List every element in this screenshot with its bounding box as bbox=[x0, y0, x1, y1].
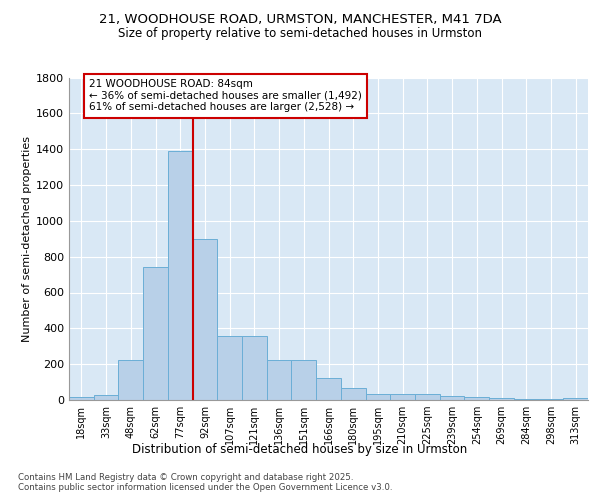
Text: Distribution of semi-detached houses by size in Urmston: Distribution of semi-detached houses by … bbox=[133, 442, 467, 456]
Bar bbox=[390, 394, 415, 400]
Bar bbox=[118, 360, 143, 400]
Bar bbox=[217, 336, 242, 400]
Bar bbox=[514, 399, 539, 400]
Bar bbox=[563, 398, 588, 400]
Bar bbox=[365, 394, 390, 400]
Bar bbox=[316, 378, 341, 400]
Bar bbox=[267, 360, 292, 400]
Bar bbox=[193, 239, 217, 400]
Bar bbox=[168, 151, 193, 400]
Text: 21 WOODHOUSE ROAD: 84sqm
← 36% of semi-detached houses are smaller (1,492)
61% o: 21 WOODHOUSE ROAD: 84sqm ← 36% of semi-d… bbox=[89, 80, 362, 112]
Y-axis label: Number of semi-detached properties: Number of semi-detached properties bbox=[22, 136, 32, 342]
Bar bbox=[440, 396, 464, 400]
Bar bbox=[69, 398, 94, 400]
Bar bbox=[242, 336, 267, 400]
Bar bbox=[143, 268, 168, 400]
Bar bbox=[415, 394, 440, 400]
Bar bbox=[464, 398, 489, 400]
Text: 21, WOODHOUSE ROAD, URMSTON, MANCHESTER, M41 7DA: 21, WOODHOUSE ROAD, URMSTON, MANCHESTER,… bbox=[98, 12, 502, 26]
Bar bbox=[539, 399, 563, 400]
Text: Contains HM Land Registry data © Crown copyright and database right 2025.: Contains HM Land Registry data © Crown c… bbox=[18, 472, 353, 482]
Bar bbox=[341, 388, 365, 400]
Text: Contains public sector information licensed under the Open Government Licence v3: Contains public sector information licen… bbox=[18, 484, 392, 492]
Bar bbox=[94, 394, 118, 400]
Bar bbox=[292, 360, 316, 400]
Text: Size of property relative to semi-detached houses in Urmston: Size of property relative to semi-detach… bbox=[118, 28, 482, 40]
Bar bbox=[489, 398, 514, 400]
